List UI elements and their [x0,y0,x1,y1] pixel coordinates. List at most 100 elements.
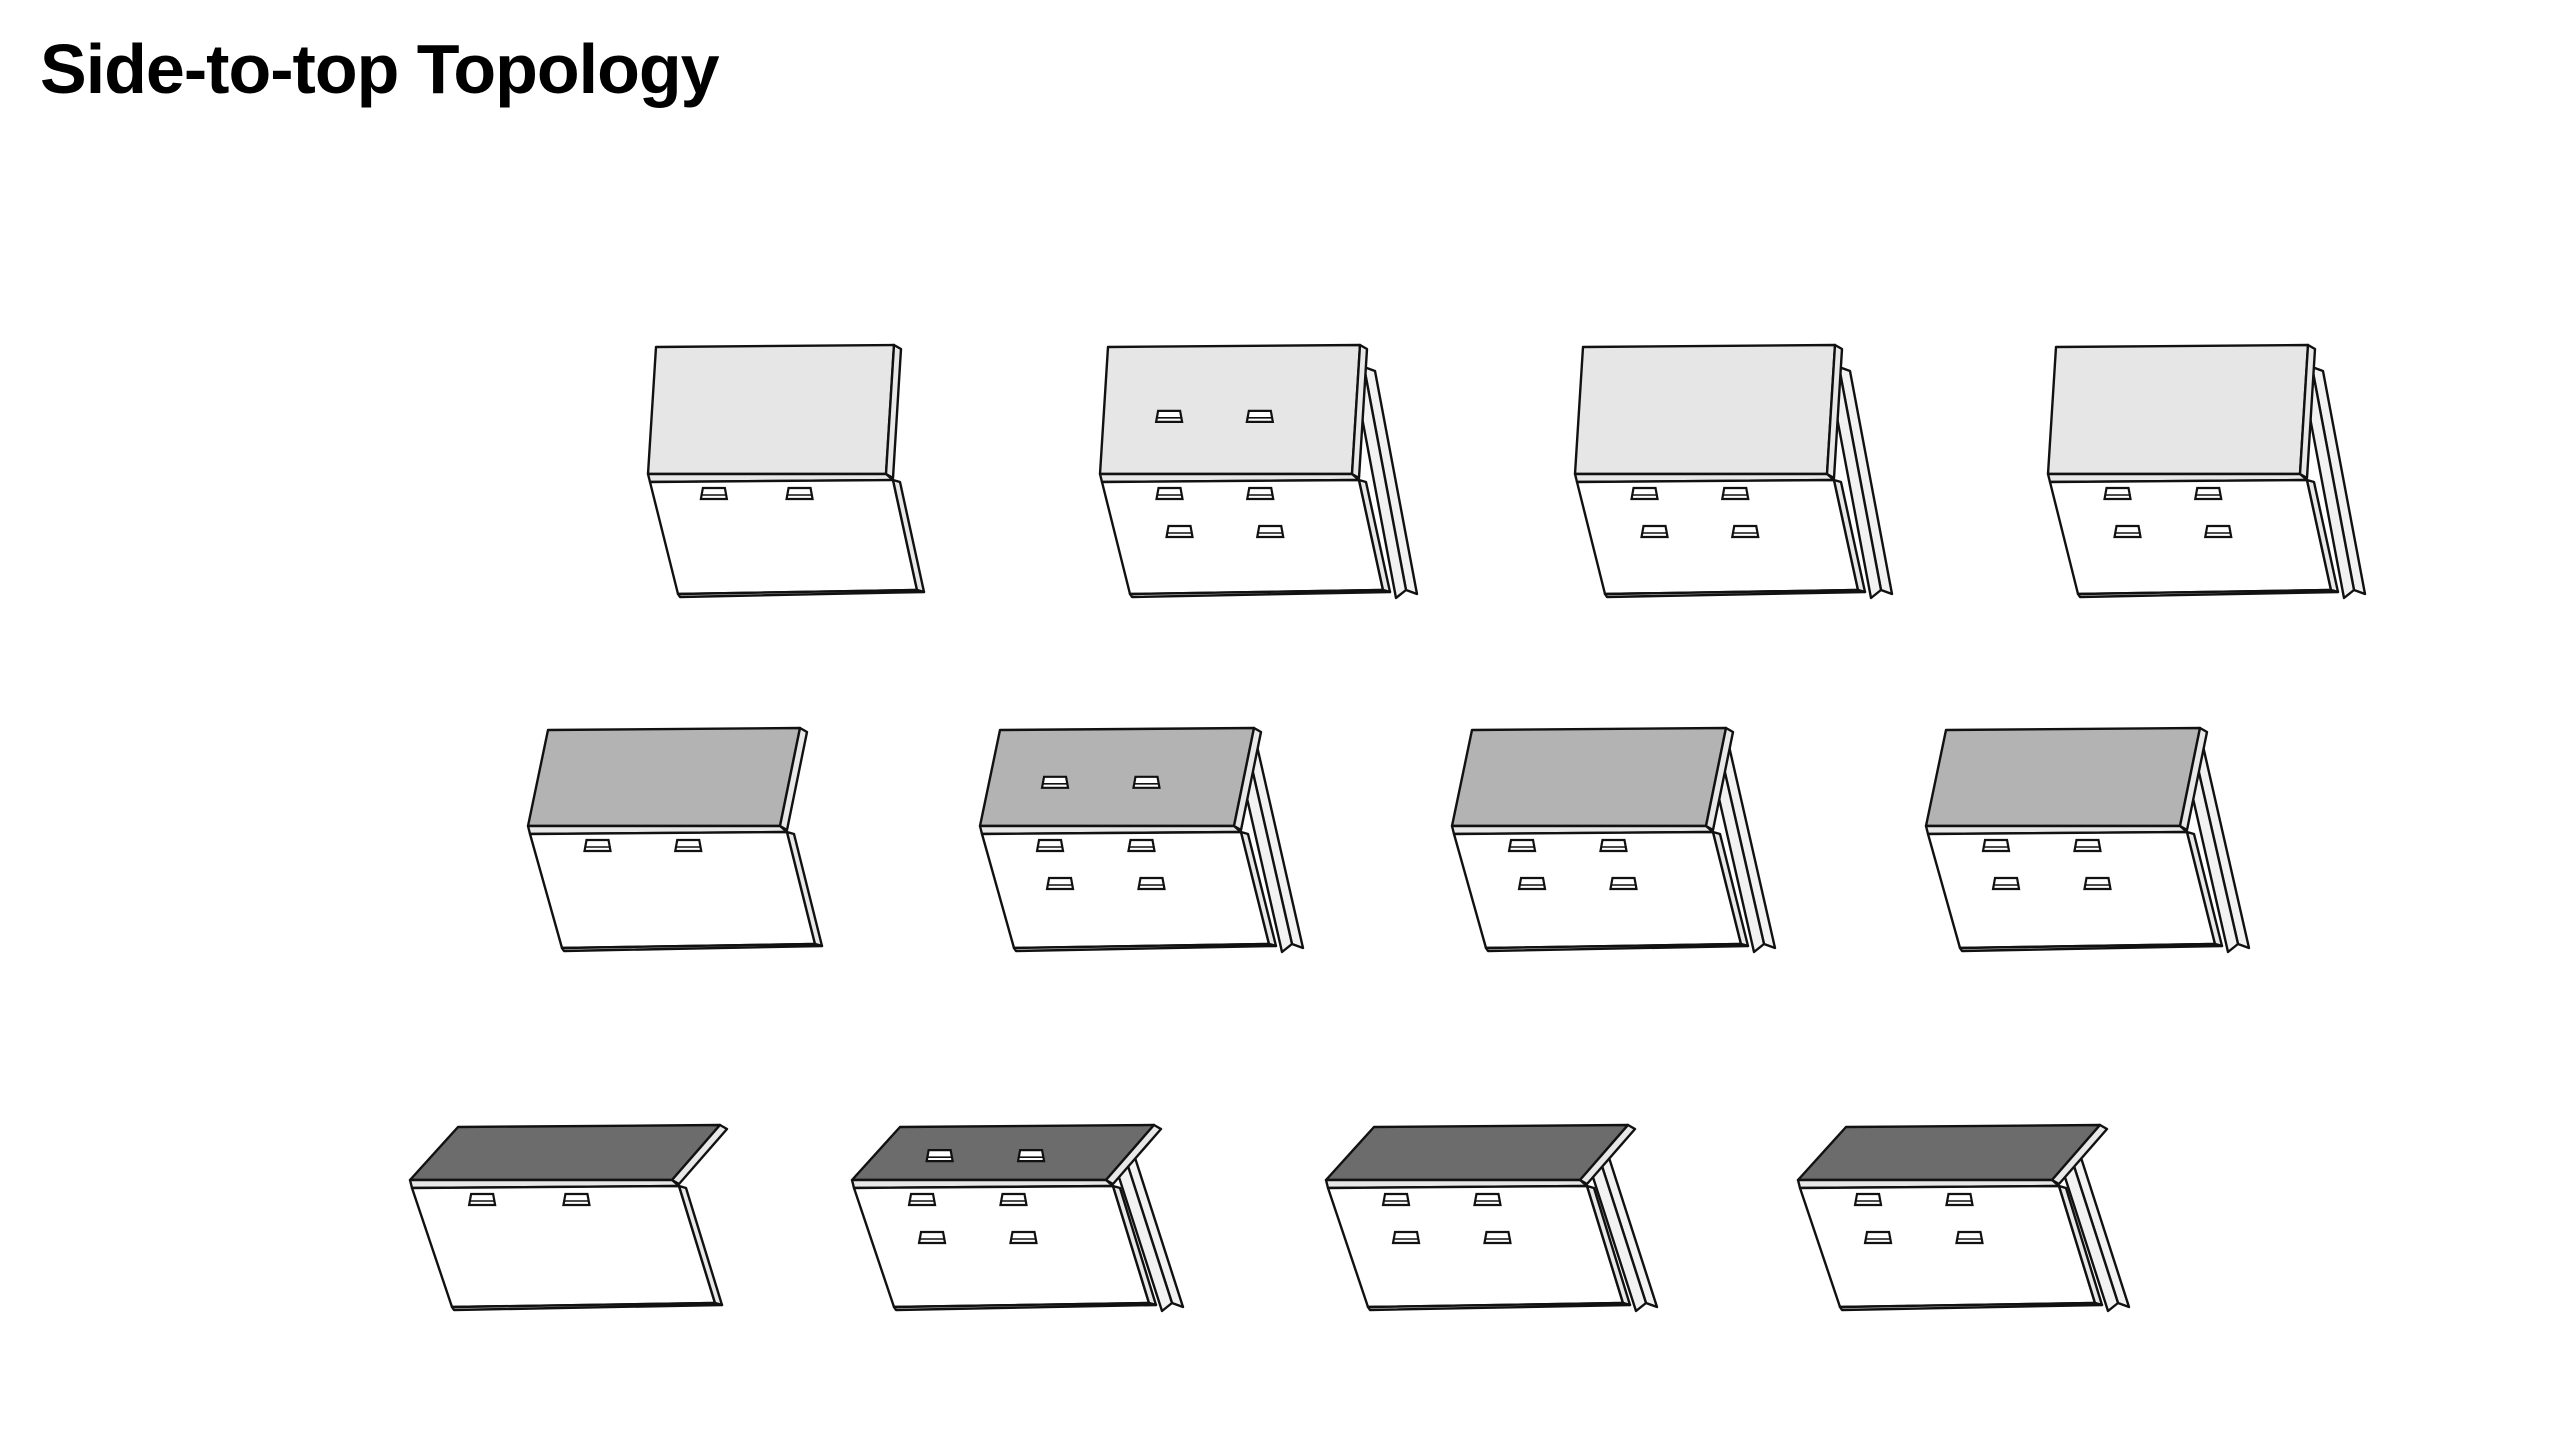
front-wall-bottom-edge [1366,1301,1632,1312]
topology-part-r1-c1 [646,343,926,599]
top-slot-tab [1040,775,1070,789]
wall-tab [1955,1230,1984,1245]
topology-part-r1-c2 [1098,343,1419,600]
top-slot-tab [1132,775,1161,789]
wall-tab [2103,486,2132,501]
wall-tab [1137,876,1166,891]
page-title: Side-to-top Topology [40,30,720,108]
top-plate-edge [2178,726,2209,832]
wall-tab [1640,524,1669,539]
wall-tab [1035,838,1065,853]
front-wall [1575,478,1860,596]
front-wall [648,478,919,596]
top-plate-edge [778,726,809,832]
topology-part-r2-c3 [1450,726,1777,954]
wall-tab [1630,486,1659,501]
topology-part-r2-c2 [978,726,1305,954]
front-wall [980,830,1271,950]
top-plate [1573,343,1837,476]
top-plate-edge [2298,343,2317,480]
wall-tab [1517,876,1547,891]
top-plate-edge [1578,1123,1637,1186]
wall-tab [785,486,814,501]
top-plate [1324,1123,1630,1182]
top-plate-edge [2050,1123,2109,1186]
front-wall-bottom-edge [676,588,926,599]
front-wall-bottom-edge [1484,942,1750,953]
wall-tab [2083,876,2112,891]
wall-tab [1009,1230,1038,1245]
wall-tab [562,1192,591,1207]
topology-part-r2-c4 [1924,726,2251,954]
wall-tab [1045,876,1075,891]
wall-tab [1245,486,1275,501]
wall-tab [1127,838,1156,853]
wall-tab [1853,1192,1883,1207]
front-wall-bottom-edge [1958,942,2224,953]
top-plate-edge [670,1123,729,1186]
top-plate [526,726,802,828]
wall-tab [2203,524,2233,539]
wall-tab [1155,486,1184,501]
wall-tab [1991,876,2021,891]
top-plate [2046,343,2310,476]
wall-tab [907,1192,937,1207]
wall-tab [1981,838,2011,853]
top-plate [408,1123,722,1182]
front-wall-bottom-edge [560,942,824,953]
top-plate [1924,726,2202,828]
wall-tab [2073,838,2102,853]
wall-tab [1599,838,1628,853]
wall-tab [1720,486,1750,501]
wall-tab [1483,1230,1512,1245]
wall-tab [1945,1192,1974,1207]
wall-tab [1391,1230,1421,1245]
wall-tab [1507,838,1537,853]
top-slot-tab [1016,1149,1046,1163]
topology-part-r3-c1 [408,1123,729,1312]
wall-tab [1165,524,1194,539]
front-wall [1452,830,1743,950]
wall-tab [2113,524,2142,539]
top-plate-edge [1104,1123,1163,1186]
top-plate-edge [1704,726,1735,832]
wall-tab [1255,524,1285,539]
top-slot-tab [1154,409,1184,423]
front-wall [1100,478,1385,596]
top-plate [1098,343,1362,476]
top-plate-edge [1825,343,1844,480]
top-slot-tab [1245,409,1275,423]
front-wall-bottom-edge [1603,588,1867,599]
top-plate [1796,1123,2102,1182]
topology-part-r3-c4 [1796,1123,2131,1313]
topology-part-r1-c3 [1573,343,1894,600]
topology-part-r3-c2 [850,1123,1185,1313]
wall-tab [1609,876,1638,891]
front-wall [2048,478,2333,596]
top-plate [850,1123,1156,1182]
front-wall-bottom-edge [1838,1301,2104,1312]
front-wall-bottom-edge [1012,942,1278,953]
front-wall [528,830,817,950]
top-plate-edge [1350,343,1369,480]
wall-tab [999,1192,1028,1207]
top-plate [1450,726,1728,828]
top-plate-edge [1232,726,1263,832]
front-wall-bottom-edge [450,1301,724,1312]
wall-tab [1730,524,1760,539]
front-wall [1926,830,2217,950]
topology-part-r1-c4 [2046,343,2367,600]
front-wall-bottom-edge [2076,588,2340,599]
front-wall-bottom-edge [1128,588,1392,599]
wall-tab [2193,486,2223,501]
wall-tab [1473,1192,1502,1207]
wall-tab [467,1192,497,1207]
top-slot-tab [925,1149,954,1163]
topology-part-r2-c1 [526,726,824,953]
front-wall-bottom-edge [892,1301,1158,1312]
wall-tab [583,838,612,853]
top-plate-edge [884,343,903,480]
topology-part-r3-c3 [1324,1123,1659,1313]
wall-tab [917,1230,947,1245]
top-plate [646,343,896,476]
